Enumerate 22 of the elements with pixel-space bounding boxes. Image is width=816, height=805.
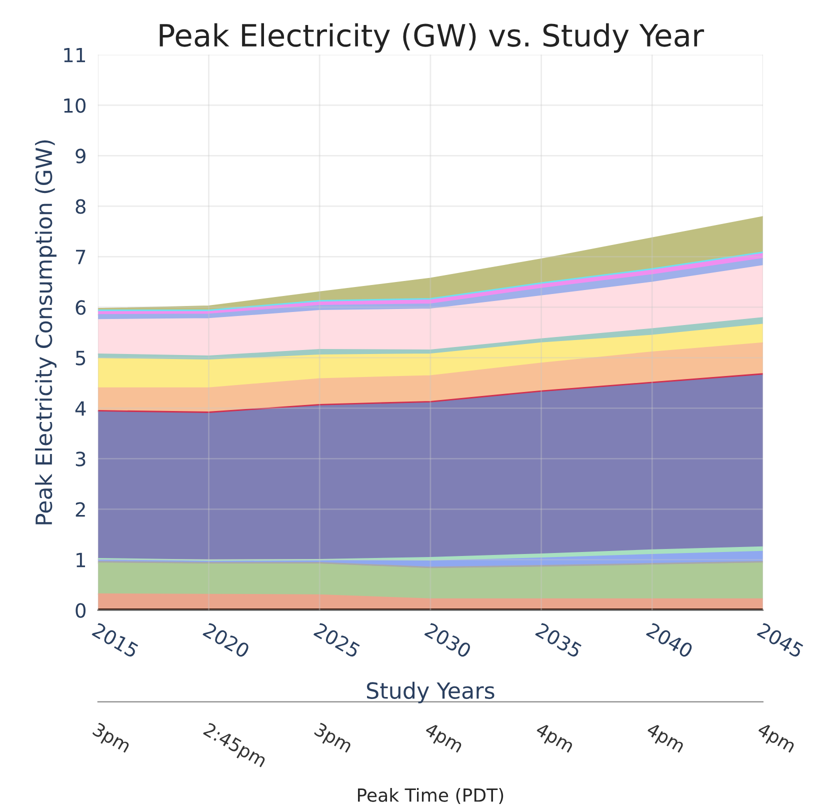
y-tick-label: 7 <box>76 250 86 264</box>
text: 3pm <box>312 722 354 756</box>
y-tick-label: 0 <box>76 603 86 618</box>
chart-title: Peak Electricity (GW) vs. Study Year <box>160 23 704 53</box>
y-tick-label: 1 <box>76 552 86 568</box>
y-tick-label: 11 <box>64 48 86 62</box>
y-tick-label: 8 <box>76 199 86 214</box>
y-tick-label: 6 <box>76 300 86 315</box>
y-axis-title: Peak Electricity Consumption (GW) <box>35 140 57 524</box>
text: 4pm <box>422 722 464 756</box>
x-axis-title: Study Years <box>366 682 494 704</box>
x2-axis-title: Peak Time (PDT) <box>358 788 504 804</box>
text: 4pm <box>533 722 575 756</box>
y-tick-label: 3 <box>76 452 86 466</box>
text: 4pm <box>644 722 686 756</box>
text: 3pm <box>90 722 132 756</box>
y-tick-label: 5 <box>76 350 86 366</box>
text: 4pm <box>754 722 796 756</box>
y-tick-label: 10 <box>64 98 86 113</box>
y-tick-label: 4 <box>75 401 86 416</box>
y-tick-label: 2 <box>76 502 85 517</box>
y-tick-label: 9 <box>76 148 86 164</box>
